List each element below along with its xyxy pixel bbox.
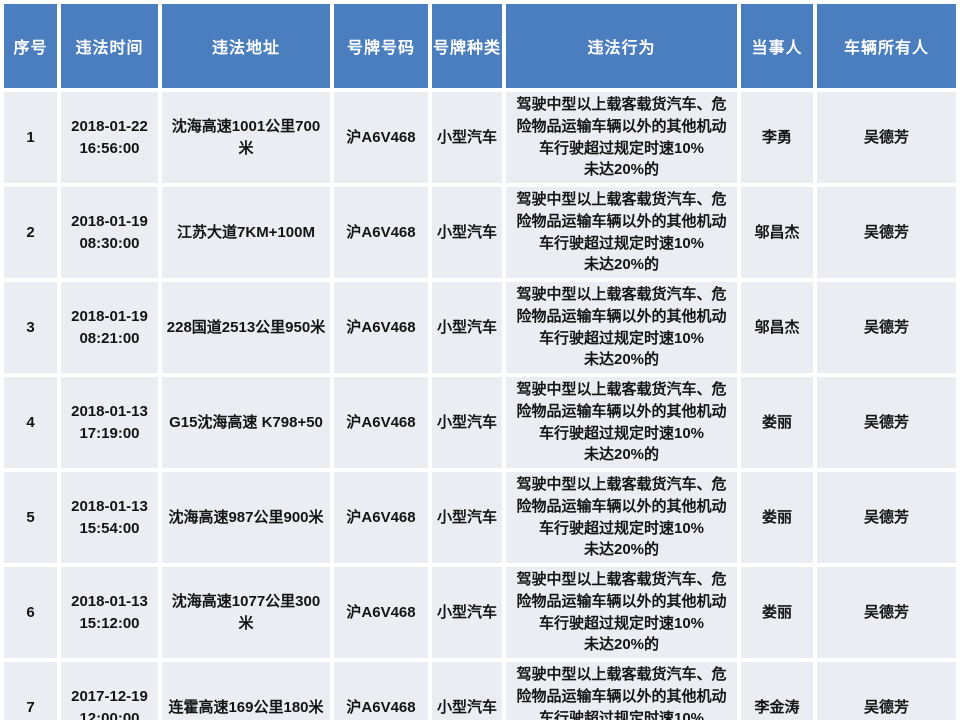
- cell-vehicle-owner: 吴德芳: [817, 282, 956, 373]
- col-header-violation-behavior: 违法行为: [506, 4, 737, 88]
- table-row: 2 2018-01-19 08:30:00 江苏大道7KM+100M 沪A6V4…: [4, 187, 956, 278]
- col-header-plate-type: 号牌种类: [432, 4, 502, 88]
- cell-violation-behavior: 驾驶中型以上载客载货汽车、危 险物品运输车辆以外的其他机动 车行驶超过规定时速1…: [506, 282, 737, 373]
- col-header-vehicle-owner: 车辆所有人: [817, 4, 956, 88]
- cell-plate-number: 沪A6V468: [334, 662, 428, 720]
- cell-vehicle-owner: 吴德芳: [817, 377, 956, 468]
- cell-vehicle-owner: 吴德芳: [817, 662, 956, 720]
- cell-violation-address: G15沈海高速 K798+50: [162, 377, 330, 468]
- cell-party: 娄丽: [741, 472, 813, 563]
- cell-violation-time: 2018-01-22 16:56:00: [61, 92, 158, 183]
- cell-vehicle-owner: 吴德芳: [817, 472, 956, 563]
- cell-violation-time: 2017-12-19 12:00:00: [61, 662, 158, 720]
- cell-plate-number: 沪A6V468: [334, 377, 428, 468]
- cell-plate-type: 小型汽车: [432, 92, 502, 183]
- cell-violation-behavior: 驾驶中型以上载客载货汽车、危 险物品运输车辆以外的其他机动 车行驶超过规定时速1…: [506, 377, 737, 468]
- cell-index: 5: [4, 472, 57, 563]
- cell-violation-time: 2018-01-13 17:19:00: [61, 377, 158, 468]
- cell-plate-number: 沪A6V468: [334, 92, 428, 183]
- cell-violation-address: 沈海高速987公里900米: [162, 472, 330, 563]
- cell-plate-type: 小型汽车: [432, 662, 502, 720]
- table-row: 5 2018-01-13 15:54:00 沈海高速987公里900米 沪A6V…: [4, 472, 956, 563]
- cell-violation-time: 2018-01-13 15:12:00: [61, 567, 158, 658]
- cell-violation-address: 江苏大道7KM+100M: [162, 187, 330, 278]
- cell-index: 1: [4, 92, 57, 183]
- cell-plate-type: 小型汽车: [432, 472, 502, 563]
- cell-violation-time: 2018-01-19 08:30:00: [61, 187, 158, 278]
- table-row: 7 2017-12-19 12:00:00 连霍高速169公里180米 沪A6V…: [4, 662, 956, 720]
- cell-index: 7: [4, 662, 57, 720]
- cell-plate-type: 小型汽车: [432, 187, 502, 278]
- cell-plate-type: 小型汽车: [432, 282, 502, 373]
- cell-violation-behavior: 驾驶中型以上载客载货汽车、危 险物品运输车辆以外的其他机动 车行驶超过规定时速1…: [506, 92, 737, 183]
- table-row: 3 2018-01-19 08:21:00 228国道2513公里950米 沪A…: [4, 282, 956, 373]
- table-row: 4 2018-01-13 17:19:00 G15沈海高速 K798+50 沪A…: [4, 377, 956, 468]
- cell-vehicle-owner: 吴德芳: [817, 92, 956, 183]
- cell-index: 4: [4, 377, 57, 468]
- cell-index: 2: [4, 187, 57, 278]
- col-header-party: 当事人: [741, 4, 813, 88]
- col-header-index: 序号: [4, 4, 57, 88]
- cell-violation-address: 连霍高速169公里180米: [162, 662, 330, 720]
- cell-violation-address: 沈海高速1001公里700米: [162, 92, 330, 183]
- table-row: 6 2018-01-13 15:12:00 沈海高速1077公里300米 沪A6…: [4, 567, 956, 658]
- col-header-plate-number: 号牌号码: [334, 4, 428, 88]
- cell-violation-behavior: 驾驶中型以上载客载货汽车、危 险物品运输车辆以外的其他机动 车行驶超过规定时速1…: [506, 662, 737, 720]
- cell-violation-address: 228国道2513公里950米: [162, 282, 330, 373]
- col-header-violation-address: 违法地址: [162, 4, 330, 88]
- cell-party: 邬昌杰: [741, 282, 813, 373]
- cell-plate-number: 沪A6V468: [334, 567, 428, 658]
- header-row: 序号 违法时间 违法地址 号牌号码 号牌种类 违法行为 当事人 车辆所有人: [4, 4, 956, 88]
- cell-party: 李勇: [741, 92, 813, 183]
- table-row: 1 2018-01-22 16:56:00 沈海高速1001公里700米 沪A6…: [4, 92, 956, 183]
- cell-violation-time: 2018-01-13 15:54:00: [61, 472, 158, 563]
- col-header-violation-time: 违法时间: [61, 4, 158, 88]
- cell-party: 娄丽: [741, 377, 813, 468]
- cell-plate-type: 小型汽车: [432, 377, 502, 468]
- cell-plate-type: 小型汽车: [432, 567, 502, 658]
- cell-plate-number: 沪A6V468: [334, 187, 428, 278]
- cell-violation-address: 沈海高速1077公里300米: [162, 567, 330, 658]
- cell-violation-behavior: 驾驶中型以上载客载货汽车、危 险物品运输车辆以外的其他机动 车行驶超过规定时速1…: [506, 567, 737, 658]
- cell-violation-behavior: 驾驶中型以上载客载货汽车、危 险物品运输车辆以外的其他机动 车行驶超过规定时速1…: [506, 187, 737, 278]
- cell-vehicle-owner: 吴德芳: [817, 187, 956, 278]
- cell-party: 李金涛: [741, 662, 813, 720]
- cell-plate-number: 沪A6V468: [334, 282, 428, 373]
- cell-index: 3: [4, 282, 57, 373]
- cell-plate-number: 沪A6V468: [334, 472, 428, 563]
- cell-violation-behavior: 驾驶中型以上载客载货汽车、危 险物品运输车辆以外的其他机动 车行驶超过规定时速1…: [506, 472, 737, 563]
- cell-party: 娄丽: [741, 567, 813, 658]
- cell-index: 6: [4, 567, 57, 658]
- cell-violation-time: 2018-01-19 08:21:00: [61, 282, 158, 373]
- cell-party: 邬昌杰: [741, 187, 813, 278]
- cell-vehicle-owner: 吴德芳: [817, 567, 956, 658]
